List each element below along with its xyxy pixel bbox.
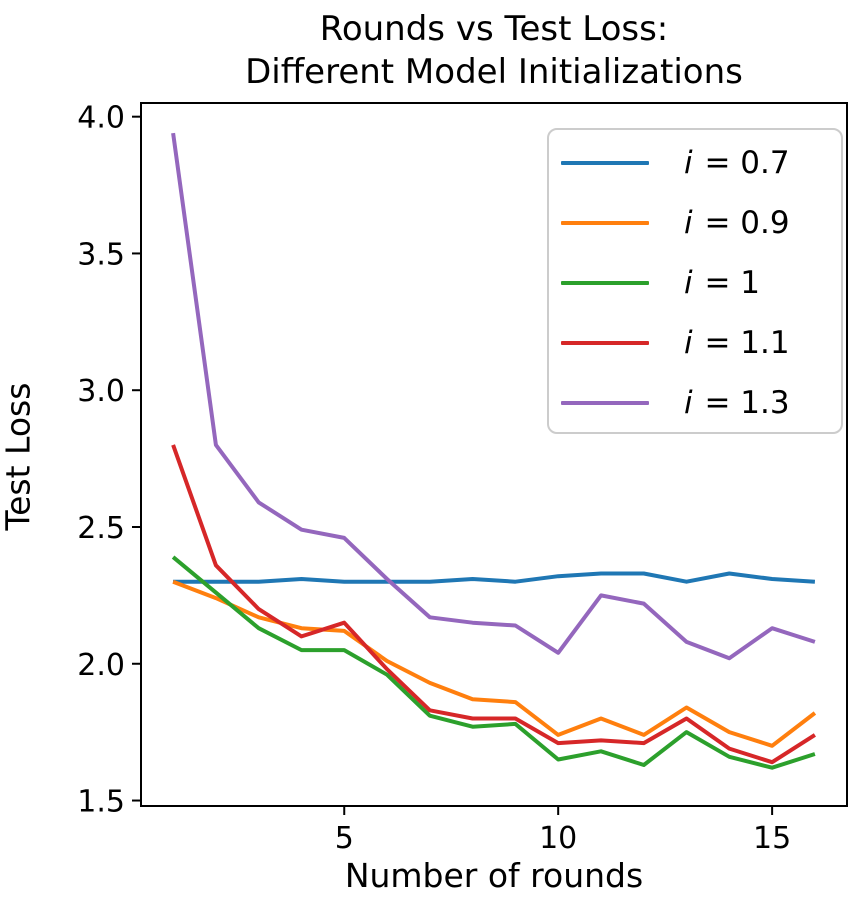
chart-title-line2: Different Model Initializations	[245, 52, 743, 92]
series-line-5	[171, 132, 816, 661]
legend-line-sample	[561, 281, 649, 285]
chart-title: Rounds vs Test Loss: Different Model Ini…	[141, 8, 847, 94]
legend-row: i = 1.1	[549, 313, 841, 373]
x-axis-label: Number of rounds	[344, 856, 644, 895]
legend-row: i = 0.7	[549, 133, 841, 193]
y-tick-label: 4.0	[77, 101, 125, 136]
y-tick-label: 3.5	[77, 237, 125, 272]
legend-line-sample	[561, 341, 649, 345]
series-line-2	[172, 579, 817, 748]
legend-label: i = 1.1	[684, 325, 790, 361]
y-tick-label: 2.0	[77, 648, 125, 683]
series-line-1	[173, 571, 816, 584]
legend: i = 0.7 i = 0.9 i = 1 i = 1.1 i = 1.3	[547, 128, 843, 434]
legend-line-sample	[561, 401, 649, 405]
legend-label: i = 0.7	[684, 145, 790, 181]
y-tick-label: 3.0	[77, 374, 125, 409]
legend-row: i = 1	[549, 253, 841, 313]
series-line-4	[171, 444, 816, 765]
legend-line-sample	[561, 221, 649, 225]
legend-label: i = 1.3	[684, 385, 790, 421]
legend-line-sample	[561, 161, 649, 165]
legend-label: i = 1	[684, 265, 761, 301]
y-tick-label: 2.5	[77, 511, 125, 546]
series-line-3	[171, 555, 816, 770]
legend-label: i = 0.9	[684, 205, 790, 241]
legend-row: i = 1.3	[549, 373, 841, 433]
x-tick-label: 10	[539, 821, 577, 856]
legend-row: i = 0.9	[549, 193, 841, 253]
x-tick-label: 15	[753, 821, 791, 856]
y-tick-label: 1.5	[77, 785, 125, 820]
axes-frame	[140, 102, 848, 807]
chart-title-line1: Rounds vs Test Loss:	[319, 9, 669, 49]
x-tick-label: 5	[335, 821, 354, 856]
